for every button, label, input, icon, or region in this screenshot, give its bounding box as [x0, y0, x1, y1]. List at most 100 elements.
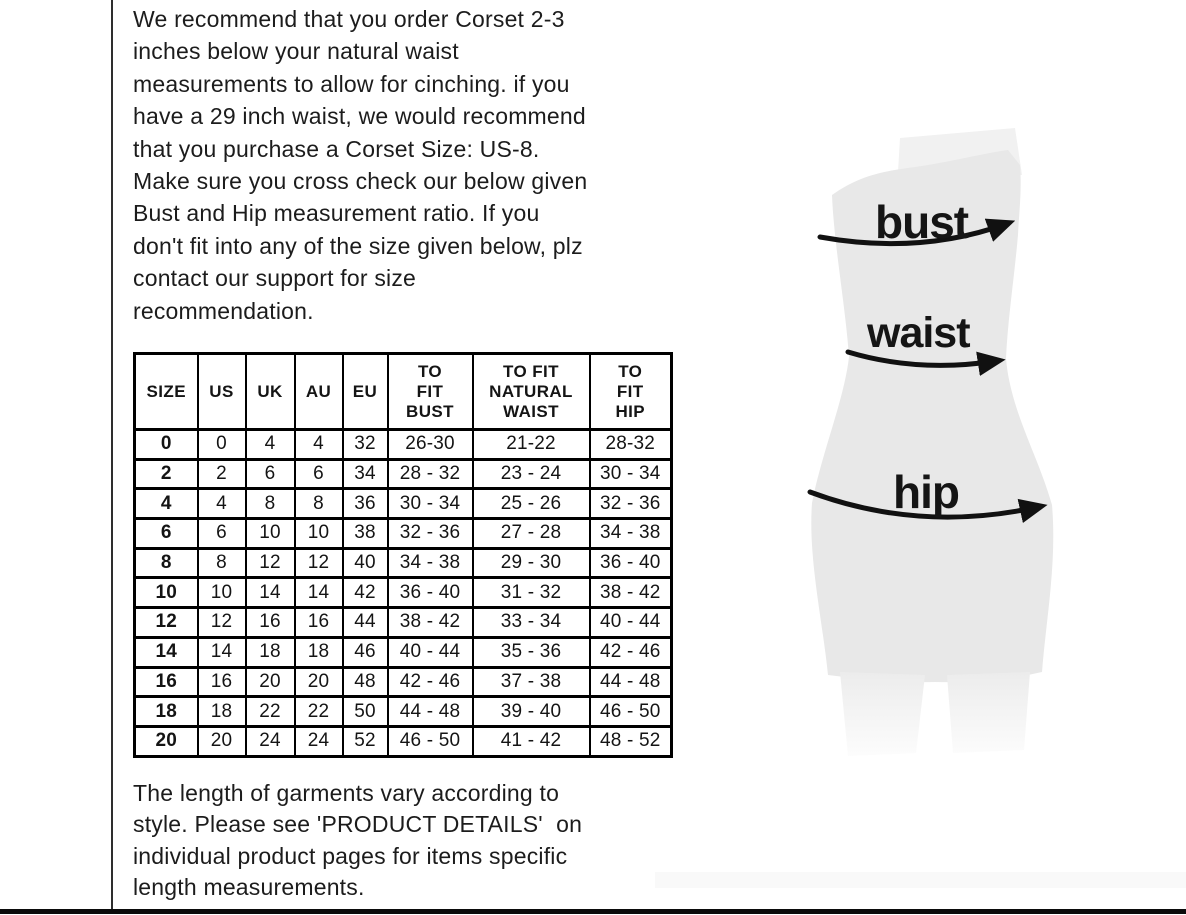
waist-label: waist	[866, 309, 970, 357]
text-line: inches below your natural waist	[133, 38, 459, 65]
col-header-au: AU	[293, 352, 344, 431]
cell-to-fit-natural-waist: 29 - 30	[471, 546, 591, 579]
cell-au: 14	[293, 576, 344, 609]
text-line: don't fit into any of the size given bel…	[133, 232, 583, 259]
cell-to-fit-bust: 46 - 50	[386, 724, 474, 758]
cell-eu: 38	[341, 517, 389, 550]
cell-au: 8	[293, 487, 344, 520]
size-row: 0 0 4 4 32 26-30 21-22 28-32	[133, 428, 673, 461]
size-row: 16 16 20 20 48 42 - 46 37 - 38 44 - 48	[133, 665, 673, 698]
text-line: measurements to allow for cinching. if y…	[133, 70, 570, 97]
size-row: 2 2 6 6 34 28 - 32 23 - 24 30 - 34	[133, 457, 673, 490]
cell-eu: 32	[341, 428, 389, 461]
size-row: 18 18 22 22 50 44 - 48 39 - 40 46 - 50	[133, 695, 673, 728]
cell-uk: 8	[244, 487, 296, 520]
hip-measure-arrow	[807, 489, 1048, 523]
cell-to-fit-bust: 34 - 38	[386, 546, 474, 579]
cell-us: 14	[196, 635, 247, 668]
shadow-band	[655, 872, 1186, 888]
cell-to-fit-natural-waist: 31 - 32	[471, 576, 591, 609]
cell-uk: 18	[244, 635, 296, 668]
cell-au: 6	[293, 457, 344, 490]
cell-to-fit-natural-waist: 39 - 40	[471, 695, 591, 728]
cell-eu: 40	[341, 546, 389, 579]
cell-us: 10	[196, 576, 247, 609]
cell-size: 12	[133, 606, 199, 639]
mannequin-right-leg	[947, 672, 1030, 753]
cell-us: 2	[196, 457, 247, 490]
size-table: SIZE US UK AU EU TO FIT BUST TO FIT NATURAL WAIST T…	[133, 352, 673, 758]
intro-paragraph: We recommend that you order Corset 2-3 in…	[133, 6, 587, 330]
cell-uk: 4	[244, 428, 296, 461]
cell-size: 14	[133, 635, 199, 668]
cell-au: 24	[293, 724, 344, 758]
cell-au: 10	[293, 517, 344, 550]
cell-us: 20	[196, 724, 247, 758]
header-line: WAIST	[503, 401, 559, 421]
header-line: TO	[618, 361, 643, 381]
col-header-us: US	[196, 352, 247, 431]
header-line: TO	[417, 361, 443, 381]
cell-size: 8	[133, 546, 199, 579]
cell-size: 4	[133, 487, 199, 520]
cell-to-fit-bust: 30 - 34	[386, 487, 474, 520]
header-line: AU	[305, 381, 332, 401]
text-line: that you purchase a Corset Size: US-8.	[133, 135, 540, 162]
cell-to-fit-natural-waist: 37 - 38	[471, 665, 591, 698]
cell-to-fit-bust: 36 - 40	[386, 576, 474, 609]
size-row: 12 12 16 16 44 38 - 42 33 - 34 40 - 44	[133, 606, 673, 639]
cell-uk: 16	[244, 606, 296, 639]
col-header-size: SIZE	[133, 352, 199, 431]
cell-to-fit-bust: 40 - 44	[386, 635, 474, 668]
cell-au: 16	[293, 606, 344, 639]
header-line: SIZE	[146, 381, 186, 401]
cell-to-fit-bust: 42 - 46	[386, 665, 474, 698]
cell-to-fit-hip: 38 - 42	[588, 576, 673, 609]
text-line: individual product pages for items speci…	[133, 842, 568, 869]
cell-us: 4	[196, 487, 247, 520]
size-row: 8 8 12 12 40 34 - 38 29 - 30 36 - 40	[133, 546, 673, 579]
header-line: NATURAL	[489, 381, 573, 401]
cell-eu: 34	[341, 457, 389, 490]
cell-au: 20	[293, 665, 344, 698]
cell-eu: 48	[341, 665, 389, 698]
text-line: We recommend that you order Corset 2-3	[133, 6, 565, 32]
cell-to-fit-bust: 44 - 48	[386, 695, 474, 728]
cell-eu: 44	[341, 606, 389, 639]
header-line: UK	[257, 381, 283, 401]
cell-size: 2	[133, 457, 199, 490]
cell-to-fit-natural-waist: 25 - 26	[471, 487, 591, 520]
cell-us: 18	[196, 695, 247, 728]
header-line: FIT	[416, 381, 444, 401]
hip-label: hip	[893, 466, 959, 518]
cell-size: 20	[133, 724, 199, 758]
cell-size: 10	[133, 576, 199, 609]
text-line: Bust and Hip measurement ratio. If you	[133, 200, 540, 227]
cell-uk: 14	[244, 576, 296, 609]
cell-au: 22	[293, 695, 344, 728]
bust-measure-arrow	[817, 218, 1016, 247]
cell-to-fit-hip: 40 - 44	[588, 606, 673, 639]
text-line: The length of garments vary according to	[133, 780, 560, 806]
bust-label: bust	[875, 196, 969, 248]
header-line: TO FIT	[503, 361, 559, 381]
mannequin-left-leg	[840, 672, 925, 756]
bottom-border-line	[0, 909, 1186, 914]
size-table-head: SIZE US UK AU EU TO FIT BUST TO FIT NATURAL WAIST T…	[133, 352, 673, 431]
header-line: BUST	[406, 401, 454, 421]
footer-paragraph: The length of garments vary according to…	[133, 780, 582, 906]
cell-eu: 36	[341, 487, 389, 520]
header-line: FIT	[616, 381, 644, 401]
cell-uk: 10	[244, 517, 296, 550]
cell-uk: 12	[244, 546, 296, 579]
text-line: contact our support for size	[133, 265, 417, 292]
col-header-uk: UK	[244, 352, 296, 431]
cell-size: 0	[133, 428, 199, 461]
col-header-to-fit-bust: TO FIT BUST	[386, 352, 474, 431]
cell-to-fit-hip: 32 - 36	[588, 487, 673, 520]
cell-to-fit-natural-waist: 21-22	[471, 428, 591, 461]
cell-to-fit-natural-waist: 33 - 34	[471, 606, 591, 639]
cell-to-fit-natural-waist: 35 - 36	[471, 635, 591, 668]
cell-eu: 52	[341, 724, 389, 758]
